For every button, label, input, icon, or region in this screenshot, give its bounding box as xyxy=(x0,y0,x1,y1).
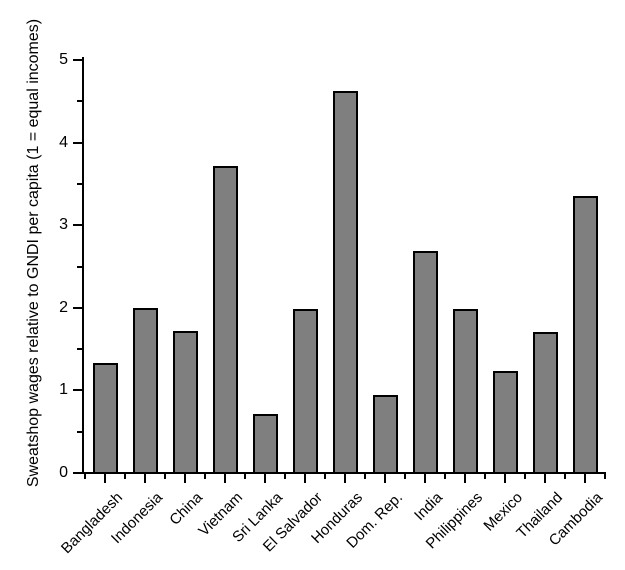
x-major-tick xyxy=(184,474,186,483)
y-tick-label: 2 xyxy=(59,298,68,316)
bar-philippines xyxy=(452,309,478,474)
y-major-tick xyxy=(73,59,82,61)
x-minor-tick xyxy=(164,474,166,479)
x-minor-tick xyxy=(524,474,526,479)
bar-india xyxy=(412,251,438,474)
x-minor-tick xyxy=(324,474,326,479)
x-major-tick xyxy=(104,474,106,483)
x-minor-tick xyxy=(444,474,446,479)
y-minor-tick xyxy=(77,348,82,351)
x-minor-tick xyxy=(204,474,206,479)
x-minor-tick xyxy=(604,474,606,479)
x-major-tick xyxy=(344,474,346,483)
y-major-tick xyxy=(73,224,82,227)
x-minor-tick xyxy=(84,474,86,479)
y-tick-label: 0 xyxy=(59,464,68,481)
y-axis-title: Sweatshop wages relative to GNDI per cap… xyxy=(25,18,42,488)
x-major-tick xyxy=(584,474,586,483)
y-minor-tick xyxy=(77,182,82,185)
x-major-tick xyxy=(264,474,266,483)
x-major-tick xyxy=(504,474,506,483)
bar-mexico xyxy=(492,371,518,474)
x-minor-tick xyxy=(404,474,406,479)
bar-indonesia xyxy=(132,308,158,474)
y-major-tick xyxy=(73,141,82,144)
y-major-tick xyxy=(73,472,82,474)
x-minor-tick xyxy=(124,474,126,479)
x-minor-tick xyxy=(484,474,486,479)
x-major-tick xyxy=(424,474,426,483)
y-minor-tick xyxy=(77,265,82,268)
x-major-tick xyxy=(544,474,546,483)
x-minor-tick xyxy=(244,474,246,479)
y-major-tick xyxy=(73,389,82,392)
bar-el-salvador xyxy=(292,309,318,474)
bar-sri-lanka xyxy=(252,414,278,474)
y-tick-label: 5 xyxy=(59,51,68,68)
bar-dom-rep xyxy=(372,395,398,474)
y-axis-line xyxy=(82,57,84,474)
x-major-tick xyxy=(144,474,146,483)
y-tick-label: 3 xyxy=(59,216,68,234)
bar-honduras xyxy=(332,91,358,474)
y-minor-tick xyxy=(77,100,82,103)
bar-china xyxy=(172,331,198,474)
bar-cambodia xyxy=(572,196,598,474)
x-minor-tick xyxy=(364,474,366,479)
x-minor-tick xyxy=(284,474,286,479)
y-major-tick xyxy=(73,306,82,309)
x-major-tick xyxy=(384,474,386,483)
y-tick-label: 4 xyxy=(59,133,68,151)
y-minor-tick xyxy=(77,430,82,433)
x-major-tick xyxy=(224,474,226,483)
bar-thailand xyxy=(532,332,558,474)
bar-vietnam xyxy=(212,166,238,474)
x-category-label-india: India xyxy=(410,489,447,525)
y-tick-label: 1 xyxy=(59,381,68,399)
x-category-label-bangladesh: Bangladesh xyxy=(57,489,127,558)
x-major-tick xyxy=(464,474,466,483)
x-major-tick xyxy=(304,474,306,483)
bar-bangladesh xyxy=(92,363,118,474)
x-minor-tick xyxy=(564,474,566,479)
